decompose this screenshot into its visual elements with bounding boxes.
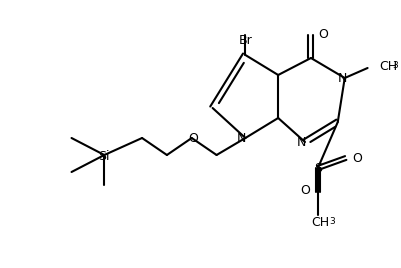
Text: N: N [296, 136, 305, 150]
Text: 3: 3 [328, 218, 334, 226]
Text: O: O [299, 184, 309, 198]
Text: CH: CH [379, 61, 397, 73]
Text: O: O [352, 151, 362, 165]
Text: CH: CH [310, 217, 328, 229]
Text: O: O [187, 132, 197, 146]
Text: N: N [337, 72, 346, 84]
Text: 3: 3 [391, 61, 397, 70]
Text: Si: Si [98, 150, 110, 162]
Text: N: N [236, 132, 245, 146]
Text: S: S [313, 162, 321, 176]
Text: O: O [317, 28, 327, 40]
Text: Br: Br [238, 35, 252, 47]
